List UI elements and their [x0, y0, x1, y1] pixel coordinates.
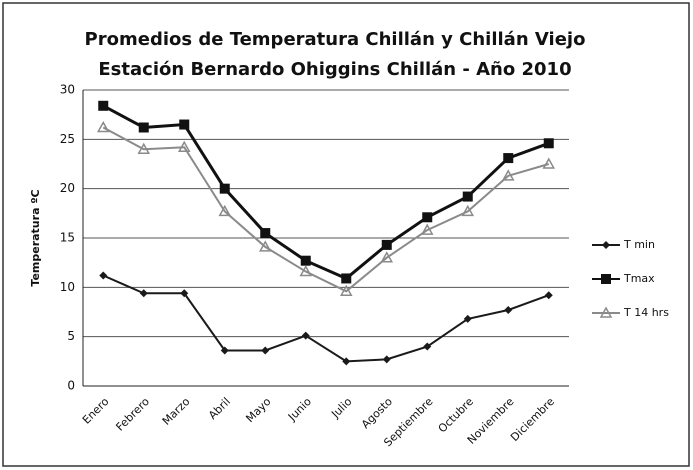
series-line	[102, 274, 550, 363]
legend-label: T 14 hrs	[623, 306, 669, 319]
y-tick-label: 15	[60, 231, 75, 245]
marker	[422, 212, 433, 223]
marker	[423, 342, 432, 351]
legend-label: T min	[623, 238, 655, 251]
chart-title: Estación Bernardo Ohiggins Chillán - Año…	[98, 59, 571, 80]
marker	[341, 273, 352, 284]
legend-label: Tmax	[623, 272, 655, 285]
marker	[177, 140, 191, 152]
marker	[179, 119, 190, 130]
marker	[299, 265, 313, 277]
marker	[96, 120, 110, 133]
y-tick-label: 0	[67, 379, 75, 393]
marker	[300, 255, 311, 266]
y-tick-label: 5	[67, 329, 75, 343]
series-line	[102, 126, 550, 293]
marker	[99, 271, 108, 280]
y-tick-label: 10	[60, 280, 75, 294]
marker	[599, 306, 613, 318]
y-tick-label: 20	[60, 181, 75, 195]
marker	[180, 289, 189, 298]
marker	[544, 291, 553, 300]
marker	[601, 274, 611, 284]
marker	[462, 191, 473, 202]
marker	[98, 100, 109, 111]
y-axis-label: Temperatura ºC	[29, 189, 42, 286]
marker	[138, 122, 149, 133]
marker	[342, 357, 351, 366]
marker	[503, 153, 514, 164]
marker	[602, 241, 610, 249]
marker	[542, 157, 556, 169]
marker	[420, 223, 434, 235]
marker	[463, 314, 472, 323]
marker	[220, 346, 229, 355]
marker	[139, 289, 148, 298]
marker	[218, 204, 232, 217]
marker	[137, 142, 151, 154]
marker	[381, 239, 392, 250]
marker	[258, 240, 272, 252]
marker	[380, 251, 394, 263]
marker	[504, 306, 513, 315]
series-line	[102, 104, 550, 281]
marker	[339, 284, 353, 297]
marker	[501, 169, 515, 181]
marker	[260, 228, 271, 239]
y-tick-label: 25	[60, 132, 75, 146]
chart-title: Promedios de Temperatura Chillán y Chill…	[85, 29, 586, 50]
marker	[543, 138, 554, 149]
marker	[382, 355, 391, 364]
y-tick-label: 30	[60, 83, 75, 97]
marker	[219, 183, 230, 194]
marker	[301, 331, 310, 340]
marker	[461, 204, 475, 217]
marker	[261, 346, 270, 355]
